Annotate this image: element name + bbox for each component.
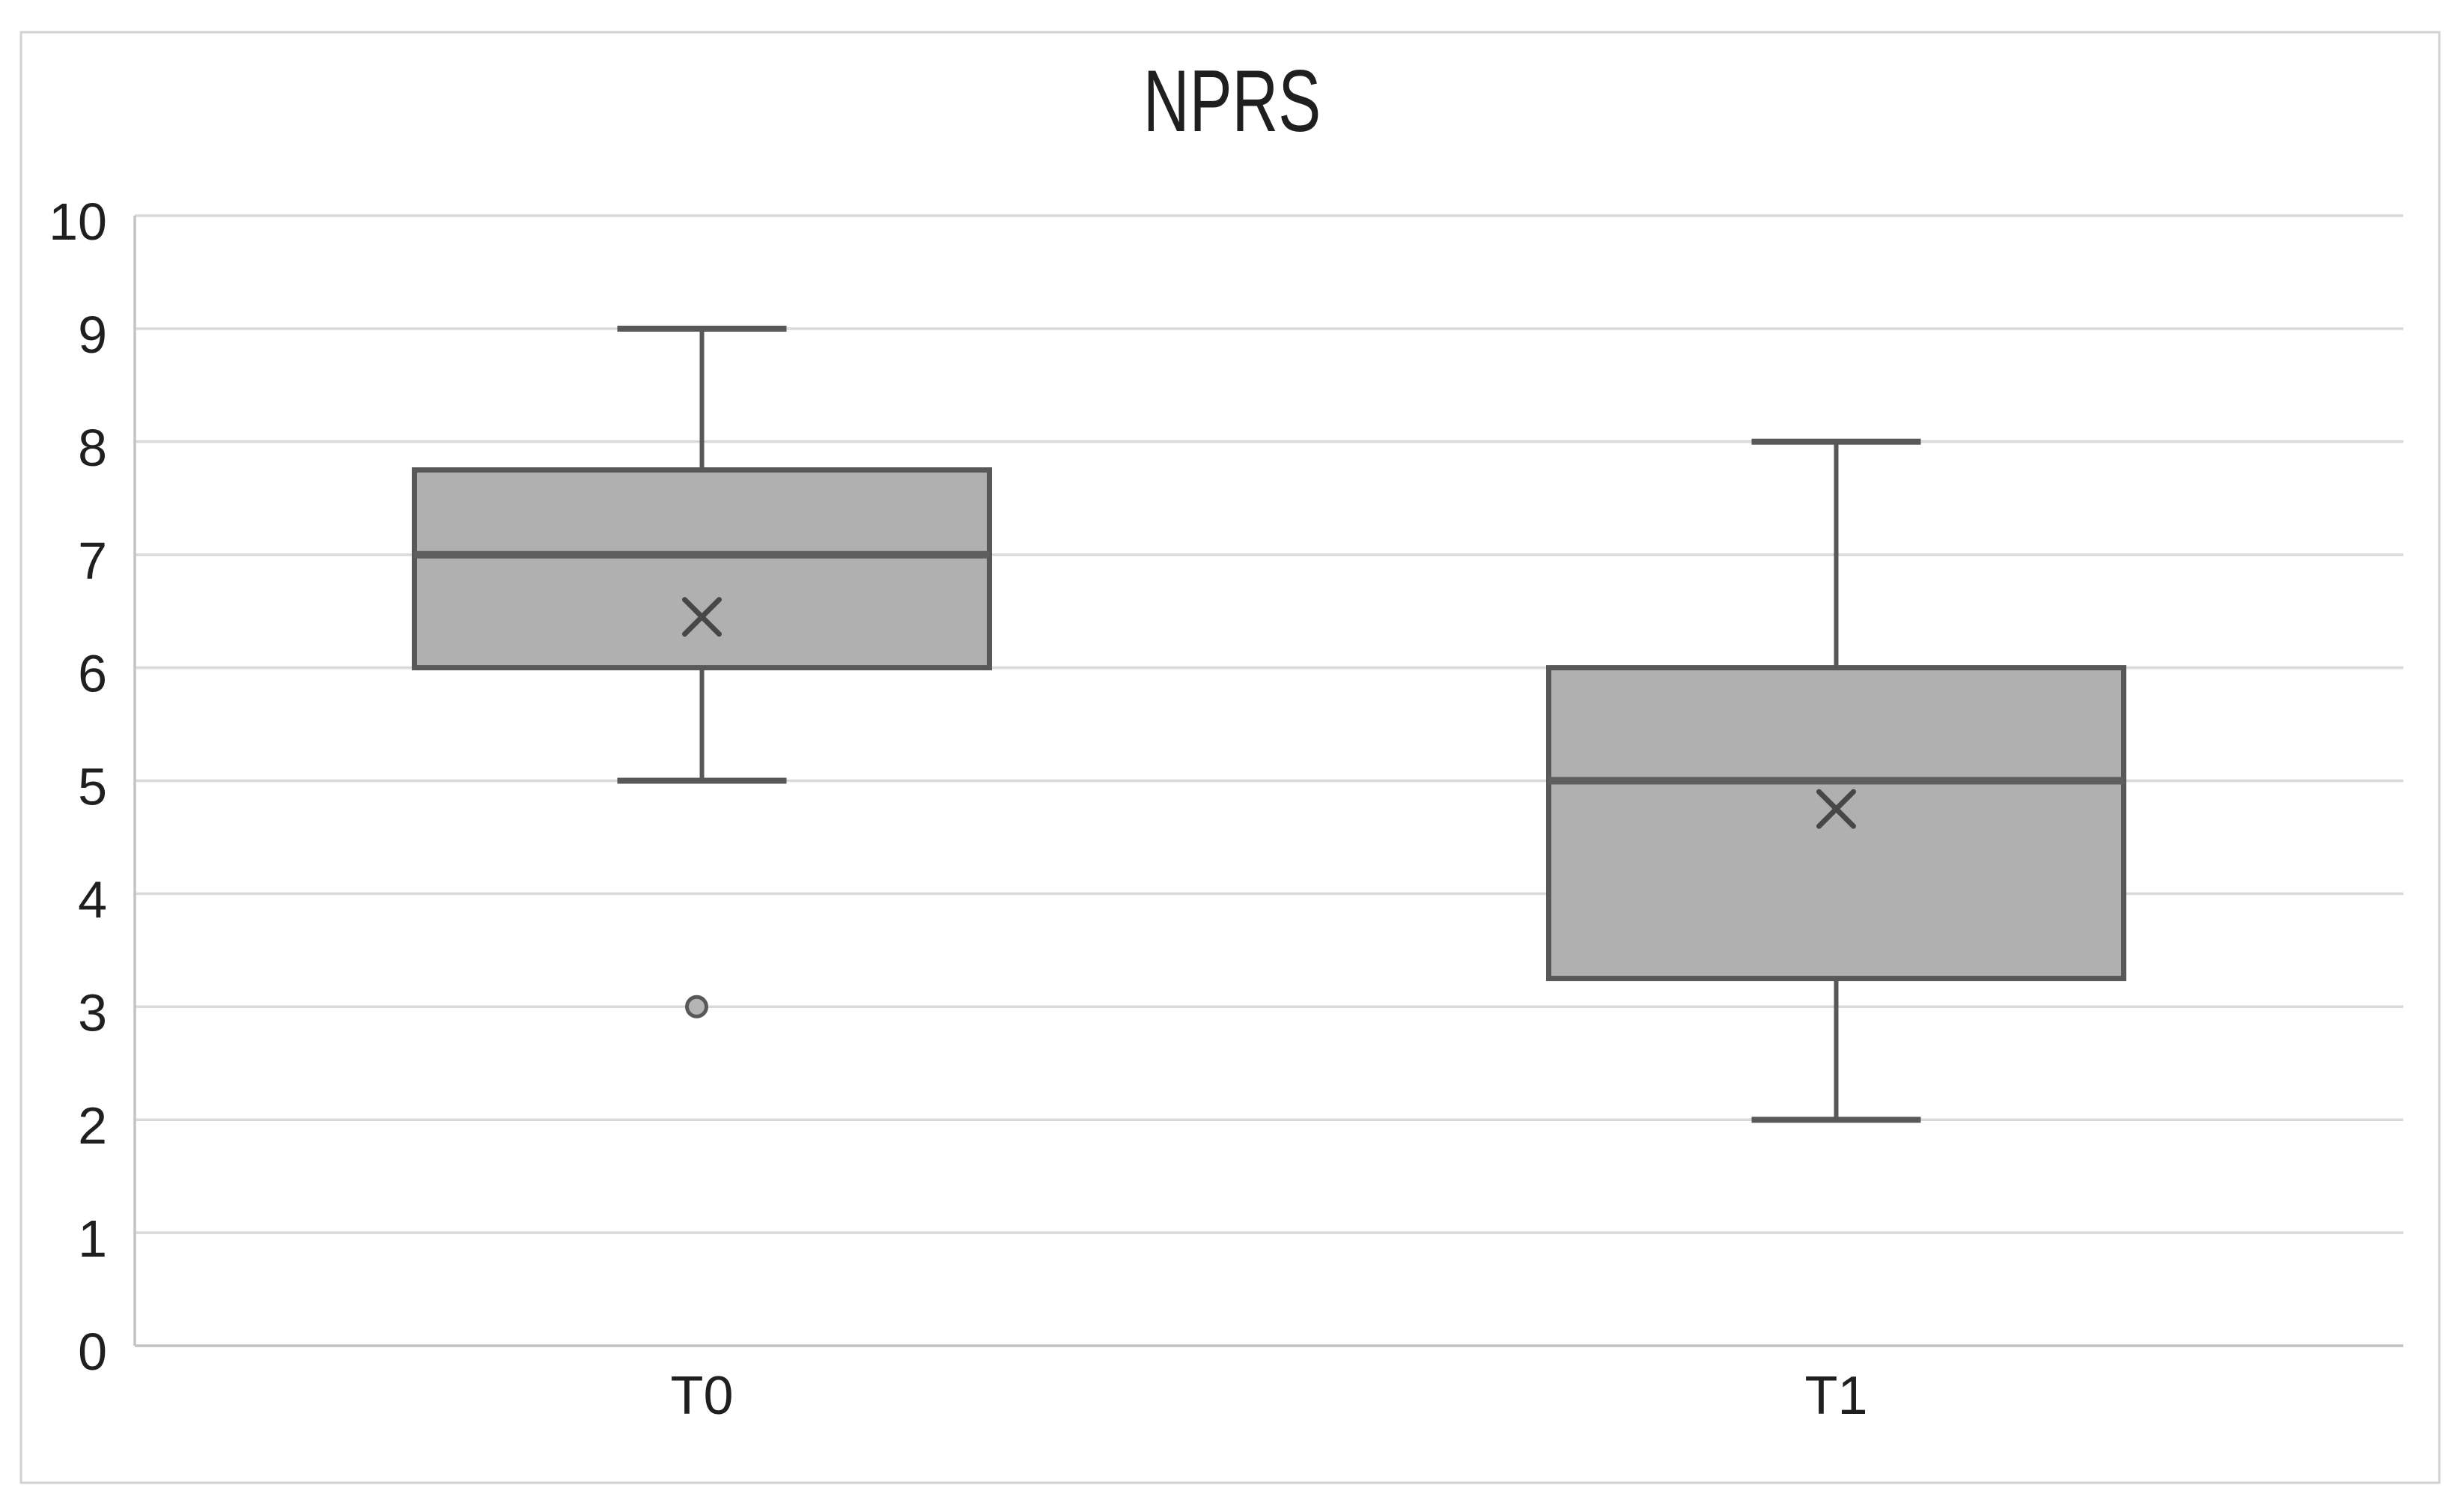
y-tick-label-4: 4: [78, 870, 107, 929]
outlier-point-T0: [685, 995, 708, 1018]
box-rect-T1: [1546, 665, 2126, 982]
y-tick-label-6: 6: [78, 645, 107, 703]
y-tick-label-8: 8: [78, 419, 107, 477]
x-category-label-T0: T0: [670, 1366, 733, 1426]
y-tick-label-5: 5: [78, 758, 107, 816]
y-tick-label-1: 1: [78, 1209, 107, 1268]
figure-border: [19, 31, 2441, 1484]
mean-marker-T1: [1816, 789, 1856, 829]
y-tick-label-3: 3: [78, 983, 107, 1042]
mean-marker-T0: [682, 597, 722, 637]
y-tick-label-2: 2: [78, 1096, 107, 1155]
mean-marker-stroke: [682, 597, 722, 637]
chart-title-text: NPRS: [1143, 52, 1321, 150]
box-group-T0: [412, 325, 992, 1018]
y-tick-label-9: 9: [78, 306, 107, 364]
box-rect-T0: [412, 467, 992, 671]
x-category-label-T1: T1: [1804, 1366, 1867, 1426]
y-tick-label-10: 10: [49, 192, 107, 251]
mean-marker-stroke: [1816, 789, 1856, 829]
y-tick-label-7: 7: [78, 532, 107, 590]
y-tick-label-0: 0: [78, 1323, 107, 1381]
chart-title: NPRS: [0, 57, 2464, 145]
box-group-T1: [1546, 438, 2126, 1123]
